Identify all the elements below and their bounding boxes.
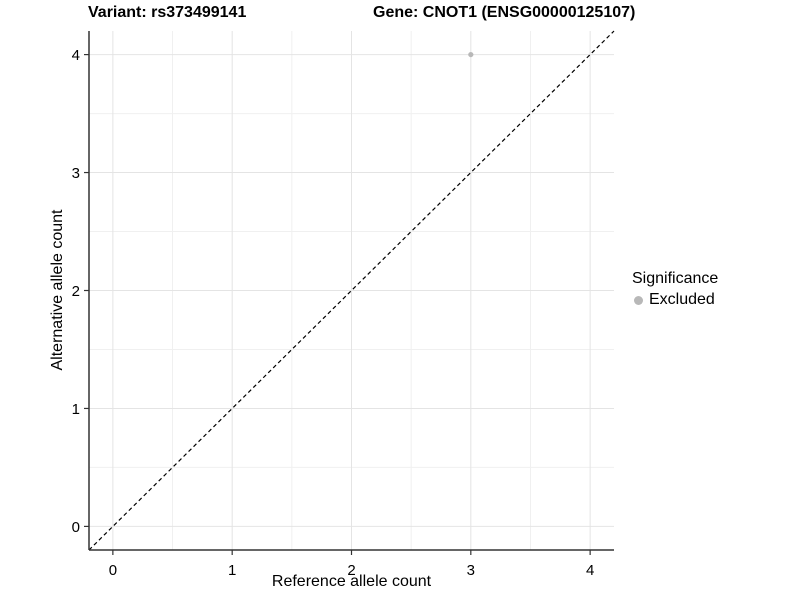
legend-item-excluded: Excluded bbox=[632, 291, 718, 309]
legend-title: Significance bbox=[632, 270, 719, 287]
legend-point-icon bbox=[634, 295, 643, 305]
y-tick-label: 0 bbox=[72, 519, 80, 536]
y-tick-label: 3 bbox=[72, 165, 80, 182]
x-tick-label: 0 bbox=[109, 562, 117, 579]
x-tick-label: 3 bbox=[467, 562, 475, 579]
x-tick-label: 1 bbox=[228, 562, 236, 579]
plot-svg: 0 1 2 3 4 0 1 2 3 4 bbox=[72, 30, 615, 579]
plot-title-variant: Variant: rs373499141 bbox=[88, 4, 247, 21]
plot-title-gene: Gene: CNOT1 (ENSG00000125107) bbox=[373, 4, 636, 21]
y-axis-title: Alternative allele count bbox=[49, 209, 66, 371]
x-axis-title: Reference allele count bbox=[271, 573, 432, 590]
y-tick-label: 2 bbox=[72, 283, 80, 300]
data-point bbox=[468, 51, 474, 58]
x-tick-label: 2 bbox=[347, 562, 355, 579]
y-tick-label: 4 bbox=[72, 47, 80, 64]
legend: Significance Excluded bbox=[632, 270, 718, 309]
legend-item-label: Excluded bbox=[649, 291, 715, 308]
y-tick-label: 1 bbox=[72, 401, 80, 418]
x-tick-label: 4 bbox=[586, 562, 594, 579]
